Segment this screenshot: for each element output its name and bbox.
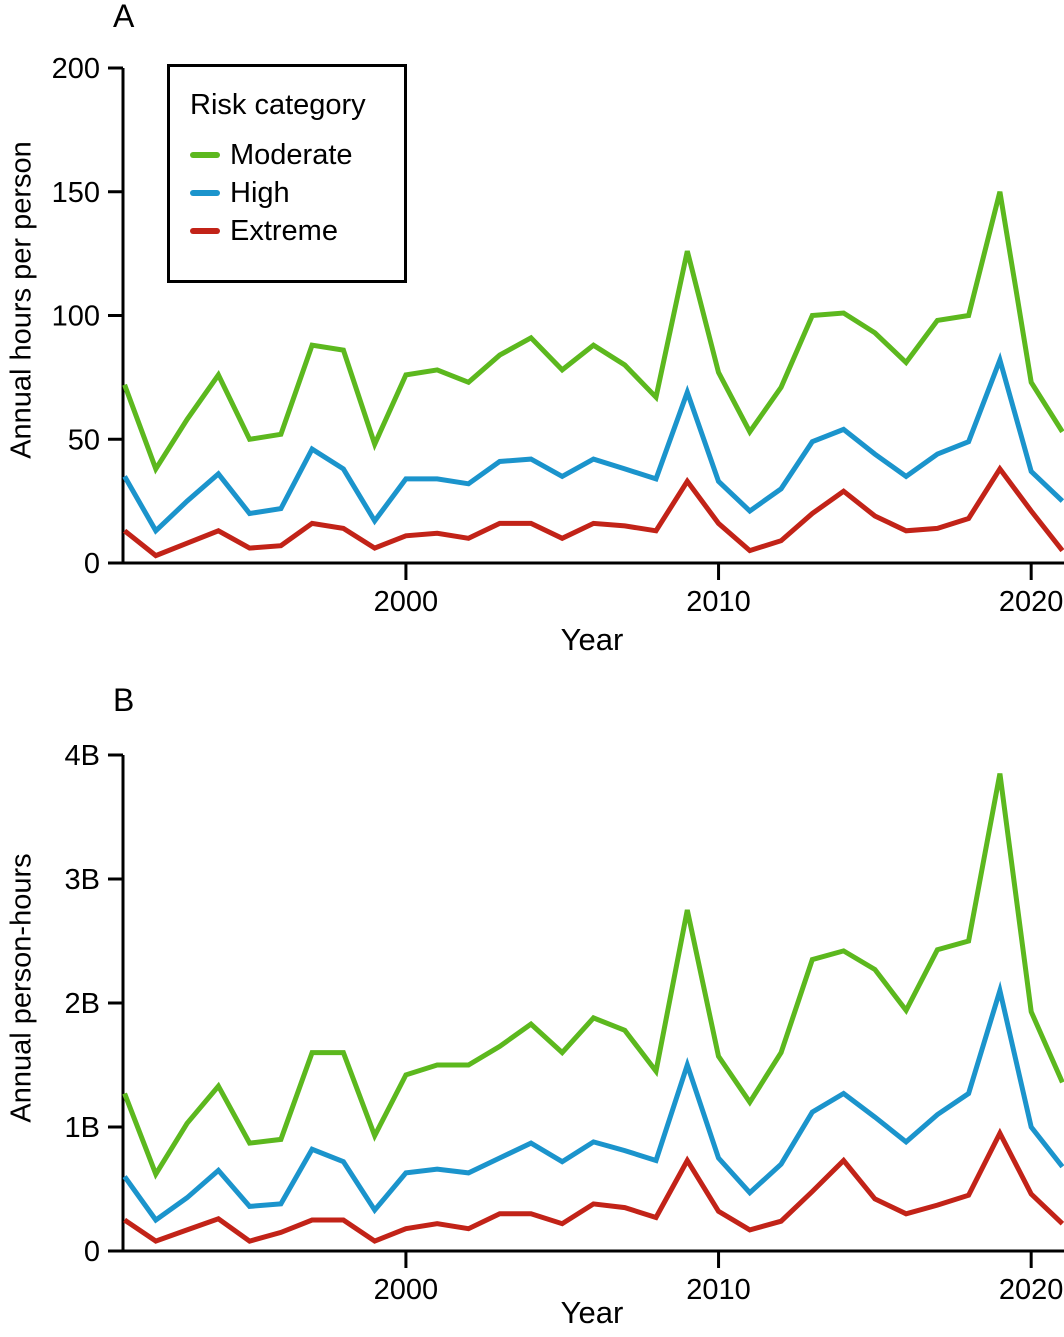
panel-b-x-axis-title: Year	[560, 1295, 624, 1330]
panel-b-y-axis-title: Annual person-hours	[5, 853, 38, 1123]
legend-title: Risk category	[190, 89, 366, 121]
high-line-swatch	[190, 190, 220, 196]
a-y-tick-label: 0	[84, 548, 100, 580]
a-y-tick-label: 150	[52, 177, 100, 209]
moderate-line-swatch	[190, 152, 220, 158]
b-y-tick-label: 0	[84, 1236, 100, 1268]
legend-item-moderate: Moderate	[190, 136, 404, 174]
a-x-tick-label: 2010	[686, 586, 751, 618]
b-y-tick-label: 4B	[65, 740, 100, 772]
a-y-tick-label: 200	[52, 53, 100, 85]
legend: Risk category Moderate High Extreme	[167, 64, 407, 283]
b-series-line-high	[122, 980, 1064, 1224]
b-y-tick-label: 1B	[65, 1112, 100, 1144]
a-y-tick-label: 50	[68, 424, 100, 456]
b-y-tick-label: 3B	[65, 864, 100, 896]
b-series-line-extreme	[123, 1127, 1064, 1244]
legend-item-label: Moderate	[230, 138, 353, 171]
panel-a-x-axis-title: Year	[560, 622, 624, 657]
a-y-tick-label: 100	[52, 301, 100, 333]
a-series-line-moderate	[122, 191, 1064, 475]
legend-item-label: Extreme	[230, 214, 338, 247]
b-x-tick-label: 2010	[686, 1274, 751, 1306]
b-y-tick-label: 2B	[65, 988, 100, 1020]
legend-item-extreme: Extreme	[190, 212, 404, 250]
legend-item-label: High	[230, 176, 290, 209]
panel-a-label: A	[113, 0, 135, 34]
panel-a-y-axis-title: Annual hours per person	[5, 141, 38, 459]
b-x-tick-label: 2000	[374, 1274, 439, 1306]
a-series-line-extreme	[123, 464, 1064, 559]
extreme-line-swatch	[190, 228, 220, 234]
a-x-tick-label: 2020	[999, 586, 1064, 618]
a-series-line-high	[122, 352, 1064, 535]
legend-item-high: High	[190, 174, 404, 212]
b-x-tick-label: 2020	[999, 1274, 1064, 1306]
a-x-tick-label: 2000	[374, 586, 439, 618]
panel-b-label: B	[113, 682, 135, 718]
b-series-line-moderate	[122, 773, 1064, 1180]
